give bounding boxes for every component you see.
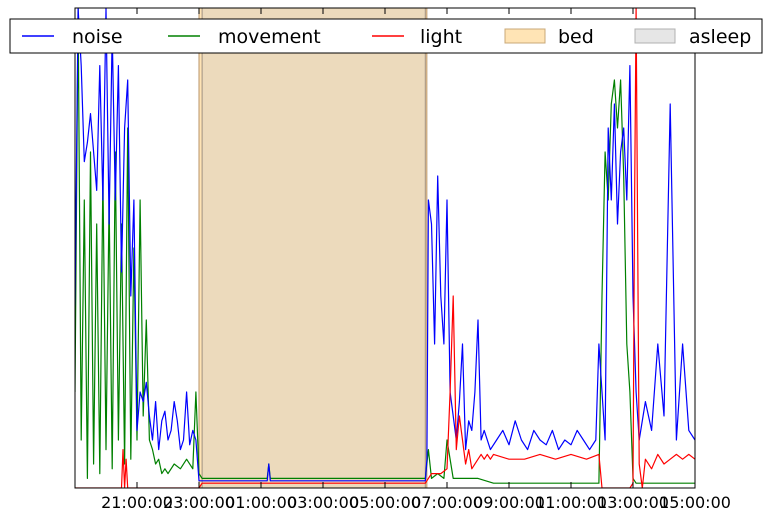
- legend-label-asleep: asleep: [689, 26, 751, 48]
- series-layer: [75, 8, 695, 488]
- x-tick-label: 01:00:00: [225, 493, 297, 512]
- x-tick-label: 07:00:00: [411, 493, 483, 512]
- bed-span: [198, 7, 428, 489]
- legend-label-noise: noise: [72, 26, 123, 48]
- x-tick-label: 13:00:00: [597, 493, 669, 512]
- legend-swatch-bed: [504, 28, 546, 44]
- x-tick-label: 21:00:00: [101, 493, 173, 512]
- asleep-span: [201, 7, 426, 489]
- legend-label-bed: bed: [558, 26, 594, 48]
- x-tick-label: 15:00:00: [659, 493, 731, 512]
- x-tick-label: 03:00:00: [287, 493, 359, 512]
- legend-label-movement: movement: [218, 26, 321, 48]
- legend-swatch-asleep: [634, 28, 676, 44]
- span-layer: [198, 7, 428, 489]
- legend-label-light: light: [420, 26, 462, 48]
- x-tick-label: 23:00:00: [163, 493, 235, 512]
- legend: noise movement light bed asleep: [9, 18, 763, 54]
- x-tick-label: 05:00:00: [349, 493, 421, 512]
- x-axis: 21:00:0023:00:0001:00:0003:00:0005:00:00…: [101, 8, 731, 512]
- series-line-noise: [75, 8, 695, 482]
- x-tick-label: 09:00:00: [473, 493, 545, 512]
- series-line-light: [75, 8, 695, 488]
- x-tick-label: 11:00:00: [535, 493, 607, 512]
